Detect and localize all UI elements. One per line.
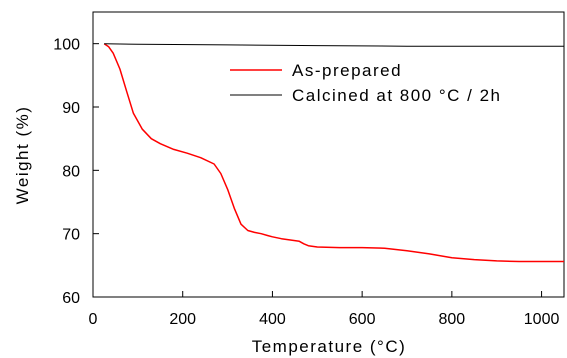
legend: As-prepared Calcined at 800 °C / 2h [230,61,502,105]
x-tick-label: 1000 [524,311,560,328]
x-tick-label: 200 [169,311,196,328]
series-layer [103,43,564,263]
x-tick-label: 400 [259,311,286,328]
y-axis-ticks: 60 70 80 90 100 [53,37,99,307]
y-tick-label: 100 [53,37,80,54]
x-tick-label: 800 [439,311,466,328]
series-line-calcined [104,43,564,47]
series-line-as-prepared [103,43,564,263]
x-axis-title: Temperature (°C) [252,337,407,356]
x-axis-ticks: 0 200 400 600 800 1000 [89,291,560,328]
y-tick-label: 80 [62,163,80,180]
y-tick-label: 70 [62,227,80,244]
legend-label-calcined: Calcined at 800 °C / 2h [292,86,502,105]
y-tick-label: 90 [62,100,80,117]
x-tick-label: 0 [89,311,98,328]
y-axis-title: Weight (%) [13,106,32,205]
x-tick-label: 600 [349,311,376,328]
plot-frame [92,11,565,298]
legend-label-as-prepared: As-prepared [292,61,402,80]
y-tick-label: 60 [62,290,80,307]
